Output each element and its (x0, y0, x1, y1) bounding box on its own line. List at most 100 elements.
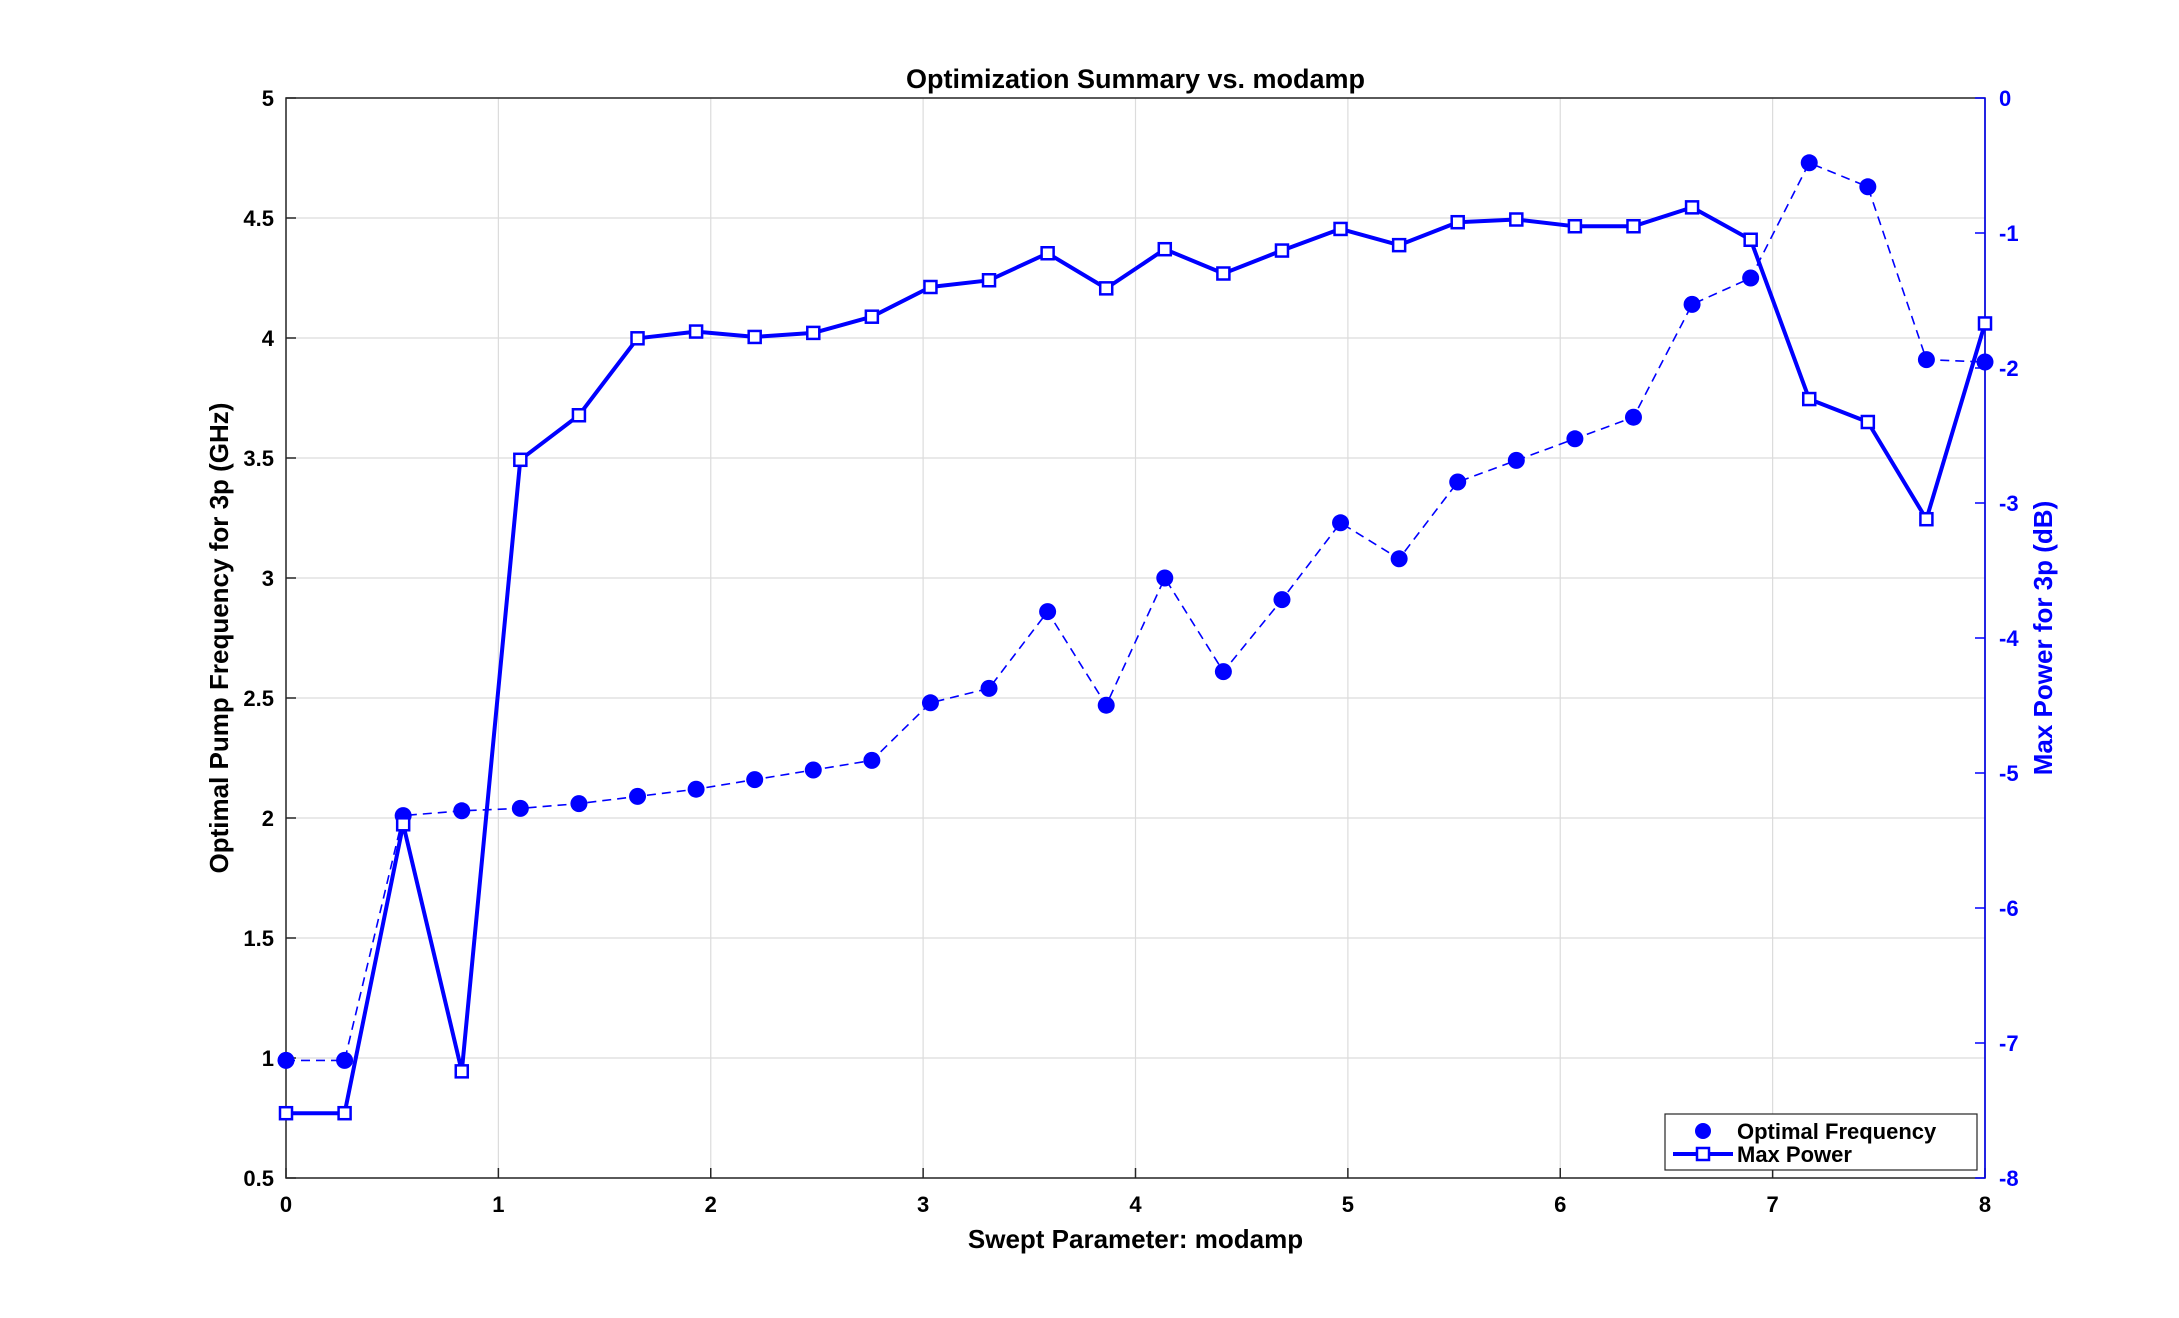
data-point-max-power (806, 325, 821, 341)
data-point-max-power (1274, 243, 1290, 258)
data-point-optimal-frequency (1214, 663, 1232, 681)
data-point-max-power (1684, 200, 1700, 215)
legend-marker-max-power (1695, 1146, 1711, 1162)
y-left-tick-label: 0.5 (243, 1166, 274, 1191)
x-tick-label: 6 (1554, 1192, 1566, 1217)
x-tick-label: 0 (280, 1192, 292, 1217)
data-point-optimal-frequency (1683, 295, 1701, 313)
x-axis-label: Swept Parameter: modamp (968, 1224, 1303, 1254)
series-line-max-power (286, 205, 1987, 1116)
data-point-optimal-frequency (1097, 696, 1115, 714)
data-point-optimal-frequency (1449, 473, 1467, 491)
y-right-tick-label: -2 (1999, 356, 2019, 381)
y-left-tick-label: 3 (262, 566, 274, 591)
data-point-max-power (337, 1105, 352, 1121)
data-point-max-power (630, 331, 645, 346)
data-point-max-power (1333, 221, 1348, 237)
y-right-tick-label: -3 (1999, 491, 2019, 516)
y-left-axis-ticks: 0.5 1 1.5 2 2.5 3 3.5 4 4.5 5 (243, 86, 296, 1191)
data-point-max-power (513, 452, 528, 468)
data-point-max-power (923, 279, 938, 295)
data-point-max-power (688, 324, 704, 339)
data-point-max-power (1509, 212, 1524, 227)
x-axis-ticks: 0 1 2 3 4 5 6 7 8 (280, 1168, 1991, 1217)
y-right-axis-ticks: -8 -7 -6 -5 -4 -3 -2 -1 0 (1975, 86, 2019, 1191)
y-left-tick-label: 2.5 (243, 686, 274, 711)
data-point-max-power (1919, 511, 1934, 527)
data-point-max-power (864, 309, 880, 324)
y-right-tick-label: -7 (1999, 1031, 2019, 1056)
data-point-max-power (278, 1105, 294, 1121)
data-point-optimal-frequency (1507, 451, 1525, 469)
data-point-max-power (1040, 246, 1055, 261)
y-right-tick-label: -8 (1999, 1166, 2019, 1191)
data-point-max-power (454, 1064, 470, 1079)
data-point-max-power (1391, 237, 1407, 253)
data-point-optimal-frequency (980, 679, 998, 697)
data-point-max-power (1450, 214, 1465, 230)
data-point-max-power (571, 408, 587, 423)
data-point-optimal-frequency (1742, 269, 1760, 287)
y-right-tick-label: 0 (1999, 86, 2011, 111)
x-tick-label: 1 (492, 1192, 504, 1217)
x-tick-label: 5 (1342, 1192, 1354, 1217)
data-point-max-power (1860, 414, 1876, 430)
data-point-max-power (1567, 219, 1583, 234)
y-left-axis-label: Optimal Pump Frequency for 3p (GHz) (204, 403, 234, 874)
data-point-optimal-frequency (629, 787, 647, 805)
data-point-optimal-frequency (1390, 550, 1408, 568)
legend: Optimal Frequency Max Power (1664, 1113, 1978, 1171)
x-tick-label: 4 (1129, 1192, 1142, 1217)
data-point-max-power (1977, 316, 1993, 331)
data-point-max-power (747, 329, 762, 345)
y-left-tick-label: 4 (262, 326, 275, 351)
y-left-tick-label: 2 (262, 806, 274, 831)
data-point-max-power (981, 273, 997, 288)
legend-marker-optimal-frequency (1695, 1123, 1711, 1139)
data-point-optimal-frequency (336, 1051, 354, 1069)
data-point-max-power (1098, 281, 1114, 296)
data-point-optimal-frequency (921, 694, 939, 712)
data-point-optimal-frequency (1859, 178, 1877, 196)
data-point-optimal-frequency (511, 799, 529, 817)
x-tick-label: 8 (1979, 1192, 1991, 1217)
data-point-max-power (1801, 391, 1817, 407)
chart-title: Optimization Summary vs. modamp (906, 64, 1365, 94)
data-point-optimal-frequency (453, 802, 471, 820)
x-tick-label: 7 (1767, 1192, 1779, 1217)
y-left-tick-label: 1 (262, 1046, 274, 1071)
y-right-tick-label: -1 (1999, 221, 2019, 246)
data-point-max-power (1626, 219, 1641, 234)
x-tick-label: 3 (917, 1192, 929, 1217)
data-point-optimal-frequency (1332, 514, 1350, 532)
data-point-optimal-frequency (687, 780, 705, 798)
y-left-tick-label: 1.5 (243, 926, 274, 951)
legend-box (1664, 1113, 1978, 1171)
y-right-tick-label: -6 (1999, 896, 2019, 921)
data-point-optimal-frequency (1156, 569, 1174, 587)
data-point-optimal-frequency (1624, 408, 1642, 426)
data-point-optimal-frequency (1800, 154, 1818, 172)
x-tick-label: 2 (705, 1192, 717, 1217)
data-point-max-power (1157, 241, 1173, 257)
data-point-optimal-frequency (570, 795, 588, 813)
data-point-max-power (1216, 266, 1231, 281)
y-right-axis-label: Max Power for 3p (dB) (2028, 501, 2058, 775)
legend-label-optimal-frequency: Optimal Frequency (1737, 1119, 1937, 1144)
data-point-optimal-frequency (863, 751, 881, 769)
data-point-optimal-frequency (1976, 353, 1994, 371)
data-point-optimal-frequency (1039, 603, 1057, 621)
data-point-optimal-frequency (1917, 351, 1935, 369)
series-line-optimal-frequency (286, 161, 1986, 1062)
y-left-tick-label: 3.5 (243, 446, 274, 471)
legend-label-max-power: Max Power (1737, 1142, 1852, 1167)
data-point-optimal-frequency (1566, 430, 1584, 448)
data-point-optimal-frequency (277, 1051, 295, 1069)
y-left-tick-label: 5 (262, 86, 274, 111)
data-point-max-power (395, 817, 411, 832)
y-right-tick-label: -4 (1999, 626, 2019, 651)
y-right-tick-label: -5 (1999, 761, 2019, 786)
data-point-optimal-frequency (1273, 591, 1291, 609)
